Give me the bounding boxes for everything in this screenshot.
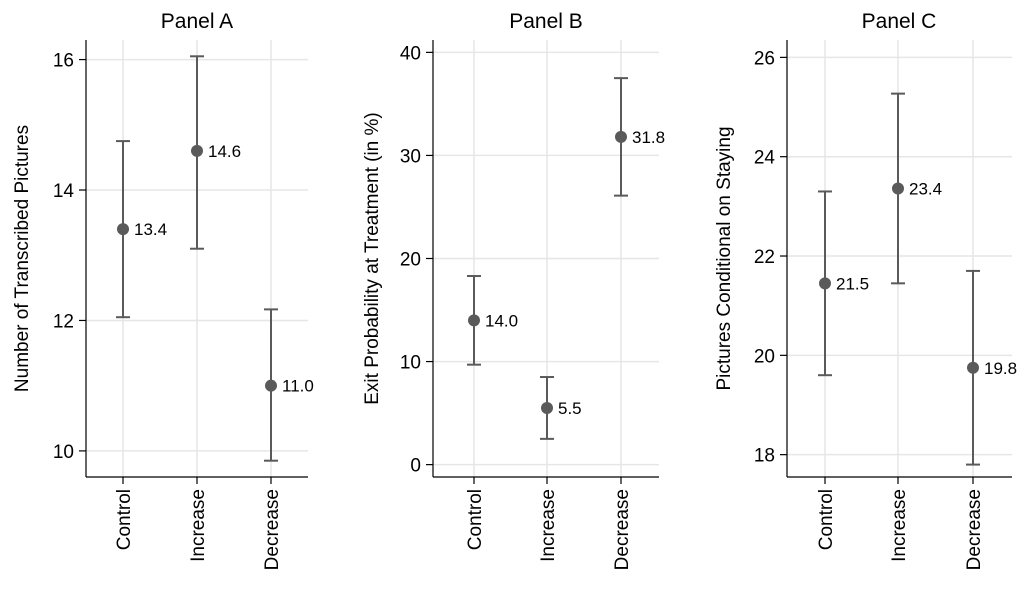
data-label: 5.5 <box>558 399 582 418</box>
data-point <box>468 314 480 327</box>
y-tick-label: 24 <box>754 148 776 169</box>
data-label: 14.6 <box>208 142 241 161</box>
data-label: 11.0 <box>282 377 314 396</box>
data-point <box>191 144 203 157</box>
y-tick-label: 20 <box>754 346 775 367</box>
y-tick-label: 14 <box>53 181 75 202</box>
panel-a: 10 12 14 16 Control Increase Decrease Panel A Nu… <box>12 10 314 570</box>
panel-c: 18 20 22 24 26 Control Increase Decrease Panel C… <box>714 10 1017 570</box>
y-tick-label: 26 <box>754 48 775 69</box>
y-tick-label: 10 <box>400 353 421 374</box>
x-tick-label: Increase <box>188 489 209 562</box>
data-point <box>615 130 627 143</box>
y-tick-label: 18 <box>754 446 775 467</box>
x-tick-label: Control <box>465 489 486 550</box>
data-label: 19.8 <box>984 359 1017 378</box>
y-tick-label: 30 <box>400 146 421 167</box>
panel-title: Panel A <box>161 10 233 33</box>
y-tick-label: 12 <box>53 311 74 332</box>
data-point <box>967 361 979 374</box>
x-tick-label: Increase <box>538 489 559 562</box>
data-point <box>117 223 129 236</box>
x-tick-label: Control <box>114 489 135 550</box>
data-point <box>892 182 904 195</box>
data-point <box>819 277 831 290</box>
data-label: 23.4 <box>909 179 942 198</box>
x-tick-label: Control <box>816 489 837 550</box>
x-tick-label: Decrease <box>964 489 985 570</box>
panel-title: Panel C <box>862 10 937 33</box>
data-point <box>265 379 277 392</box>
y-tick-label: 20 <box>400 250 421 271</box>
y-axis-label: Pictures Conditional on Staying <box>714 126 735 390</box>
panel-b: 0 10 20 30 40 Control Increase Decrease Panel B E… <box>362 10 665 570</box>
x-tick-label: Increase <box>889 489 910 562</box>
panel-title: Panel B <box>509 10 583 33</box>
y-tick-label: 10 <box>53 442 74 463</box>
x-tick-label: Decrease <box>612 489 633 570</box>
y-tick-label: 40 <box>400 43 421 64</box>
data-point <box>541 401 553 414</box>
data-label: 31.8 <box>632 128 665 147</box>
y-tick-label: 22 <box>754 247 775 268</box>
y-axis-label: Exit Probability at Treatment (in %) <box>362 112 383 405</box>
data-label: 21.5 <box>836 274 869 293</box>
data-label: 14.0 <box>485 311 518 330</box>
data-label: 13.4 <box>134 220 167 239</box>
y-tick-label: 0 <box>410 456 421 477</box>
x-tick-label: Decrease <box>262 489 283 570</box>
y-tick-label: 16 <box>53 51 74 72</box>
y-axis-label: Number of Transcribed Pictures <box>12 125 33 392</box>
